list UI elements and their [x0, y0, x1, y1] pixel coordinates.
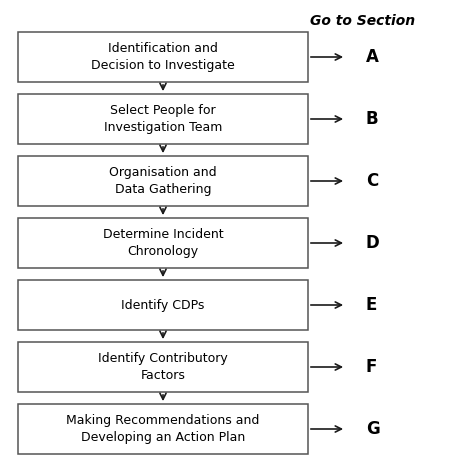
Text: G: G	[366, 420, 380, 438]
Text: Organisation and
Data Gathering: Organisation and Data Gathering	[109, 166, 217, 196]
FancyBboxPatch shape	[18, 156, 308, 206]
FancyBboxPatch shape	[18, 404, 308, 454]
FancyBboxPatch shape	[18, 32, 308, 82]
FancyBboxPatch shape	[18, 94, 308, 144]
Text: E: E	[366, 296, 377, 314]
Text: A: A	[366, 48, 379, 66]
Text: C: C	[366, 172, 378, 190]
FancyBboxPatch shape	[18, 342, 308, 392]
Text: B: B	[366, 110, 379, 128]
Text: Identify CDPs: Identify CDPs	[121, 298, 205, 312]
Text: F: F	[366, 358, 377, 376]
FancyBboxPatch shape	[18, 218, 308, 268]
Text: Select People for
Investigation Team: Select People for Investigation Team	[104, 104, 222, 134]
FancyBboxPatch shape	[18, 280, 308, 330]
Text: Go to Section: Go to Section	[310, 14, 416, 28]
Text: Making Recommendations and
Developing an Action Plan: Making Recommendations and Developing an…	[66, 414, 260, 444]
Text: Identify Contributory
Factors: Identify Contributory Factors	[98, 352, 228, 382]
Text: D: D	[366, 234, 380, 252]
Text: Identification and
Decision to Investigate: Identification and Decision to Investiga…	[91, 42, 235, 72]
Text: Determine Incident
Chronology: Determine Incident Chronology	[103, 228, 223, 258]
